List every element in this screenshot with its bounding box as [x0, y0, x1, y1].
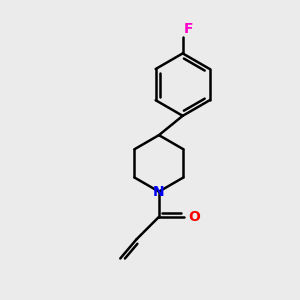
Text: O: O [189, 210, 200, 224]
Text: F: F [184, 22, 194, 36]
Text: N: N [153, 184, 165, 199]
